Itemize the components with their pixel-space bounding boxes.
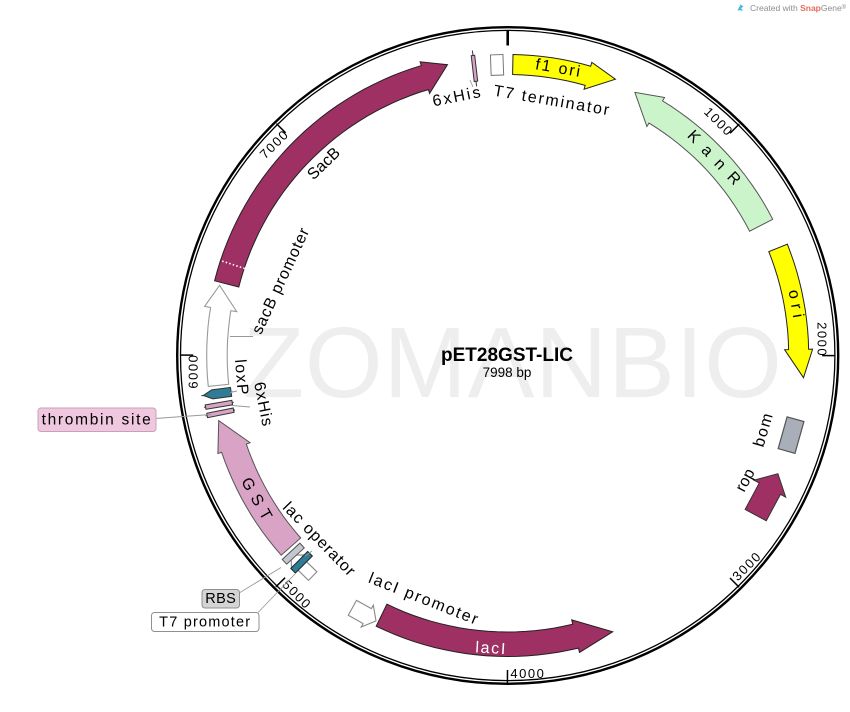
svg-text:7998 bp: 7998 bp bbox=[483, 365, 532, 380]
svg-text:pET28GST-LIC: pET28GST-LIC bbox=[441, 345, 573, 366]
svg-text:T7 promoter: T7 promoter bbox=[159, 614, 251, 630]
svg-text:4000: 4000 bbox=[510, 666, 544, 681]
svg-text:Created with SnapGene®: Created with SnapGene® bbox=[750, 3, 847, 13]
svg-text:RBS: RBS bbox=[205, 591, 236, 607]
svg-text:loxP: loxP bbox=[231, 359, 251, 396]
svg-text:2000: 2000 bbox=[815, 322, 830, 356]
svg-text:6000: 6000 bbox=[186, 355, 201, 389]
svg-text:lacI: lacI bbox=[475, 639, 506, 658]
svg-text:ZOMANBIO: ZOMANBIO bbox=[243, 307, 783, 419]
svg-text:thrombin site: thrombin site bbox=[42, 411, 153, 428]
